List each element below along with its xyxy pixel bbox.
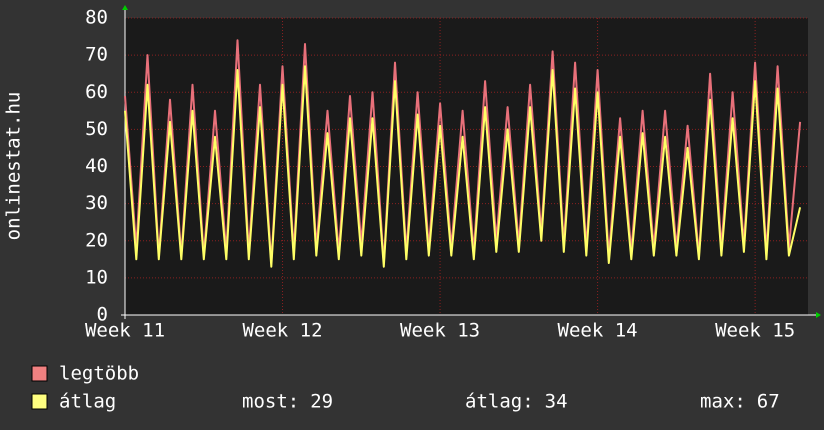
legend-label: legtöbb bbox=[59, 363, 139, 385]
x-tick-label: Week 12 bbox=[242, 320, 322, 342]
y-tick-label: 30 bbox=[85, 192, 108, 214]
stat-label: átlag: bbox=[465, 391, 534, 413]
y-tick-label: 20 bbox=[85, 229, 108, 251]
series-line bbox=[124, 65, 802, 268]
y-tick-label: 40 bbox=[85, 155, 108, 177]
y-axis-label: onlinestat.hu bbox=[3, 92, 25, 241]
y-tick-label: 60 bbox=[85, 81, 108, 103]
y-tick-label: 0 bbox=[97, 304, 108, 326]
y-tick-label: 70 bbox=[85, 44, 108, 66]
y-tick-label: 80 bbox=[85, 7, 108, 29]
stat-value: 29 bbox=[310, 391, 333, 413]
x-tick-label: Week 11 bbox=[85, 320, 165, 342]
x-tick-label: Week 15 bbox=[715, 320, 795, 342]
legend-swatch bbox=[31, 365, 48, 382]
y-tick-label: 10 bbox=[85, 266, 108, 288]
y-tick-label: 50 bbox=[85, 118, 108, 140]
x-tick-label: Week 14 bbox=[558, 320, 638, 342]
legend-label: átlag bbox=[59, 391, 116, 413]
x-tick-label: Week 13 bbox=[400, 320, 480, 342]
stat-label: most: bbox=[242, 391, 299, 413]
stat-value: 67 bbox=[757, 391, 780, 413]
arrow bbox=[816, 312, 821, 318]
series-line bbox=[124, 39, 802, 264]
stat-value: 34 bbox=[545, 391, 568, 413]
stat-label: max: bbox=[700, 391, 746, 413]
legend-swatch bbox=[31, 393, 48, 410]
arrow bbox=[122, 5, 128, 10]
